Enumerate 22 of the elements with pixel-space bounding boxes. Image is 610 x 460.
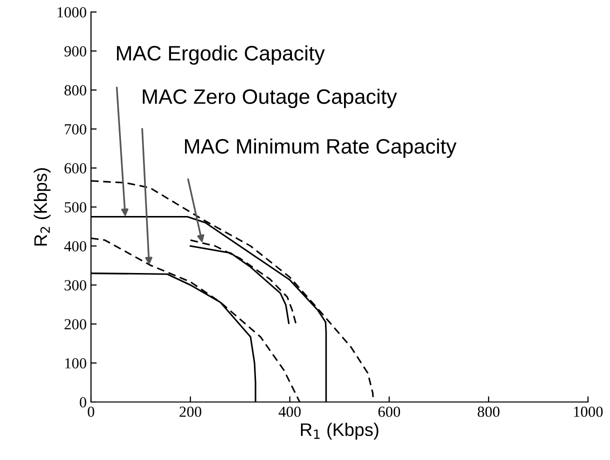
x-tick-label: 800: [478, 406, 500, 417]
y-tick-label: 300: [64, 280, 86, 290]
y-tick-label: 700: [64, 124, 86, 134]
y-tick-label: 400: [64, 241, 86, 252]
annotation: MAC Minimum Rate Capacity: [185, 138, 457, 158]
x-tick-label: 0: [88, 406, 94, 417]
y-tick-label: 200: [64, 319, 86, 330]
y-tick-label: 900: [64, 46, 86, 56]
x-tick-label: 1000: [574, 406, 603, 417]
y-axis-title: R$_{2}$ (Kbps): [34, 168, 51, 246]
y-tick-label: 600: [64, 163, 86, 174]
x-tick-label: 200: [180, 406, 202, 417]
x-tick-label: 400: [278, 406, 301, 417]
y-tick-label: 100: [65, 358, 86, 368]
y-tick-label: 1000: [58, 7, 86, 18]
annotation: MAC Ergodic Capacity: [117, 45, 325, 65]
y-tick-label: 500: [64, 202, 86, 212]
x-axis-title: R$_{1}$ (Kbps): [300, 422, 378, 440]
x-tick-label: 600: [378, 406, 400, 417]
y-tick-label: 0: [80, 397, 86, 408]
annotation: MAC Zero Outage Capacity: [142, 88, 397, 108]
y-tick-label: 800: [64, 85, 86, 96]
